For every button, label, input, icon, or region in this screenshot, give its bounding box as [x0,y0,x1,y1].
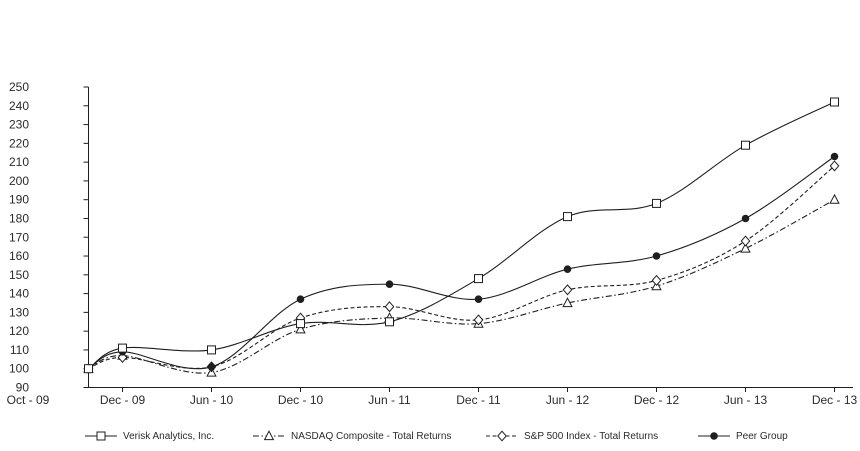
legend-label-peer-group: Peer Group [736,430,788,442]
y-tick-label: 170 [9,230,29,244]
square-open-marker-icon [741,140,750,150]
square-open-marker-icon [96,431,106,441]
diamond-open-marker-icon [117,351,128,363]
y-tick-label: 240 [9,99,29,113]
legend-item-nasdaq: NASDAQ Composite - Total Returns [253,427,451,445]
legend-item-peer-group: Peer Group [698,427,788,445]
triangle-open-marker-icon [295,323,306,334]
square-open-marker-icon [563,212,572,222]
y-tick-label: 100 [9,362,29,376]
square-open-marker-icon [296,319,305,329]
y-tick-label: 110 [10,343,29,357]
series-markers-3 [84,152,839,373]
sp500-line-swatch-icon [486,430,518,442]
series-line-3 [88,156,835,370]
circle-filled-marker-icon [207,363,216,371]
y-tick-label: 130 [9,305,29,319]
diamond-open-marker-icon [740,235,751,247]
total-return-performance-chart: 90 100 110 120 130 140 150 160 170 180 190 200 210 22… [7,80,858,407]
y-tick-label: 210 [9,155,29,169]
x-tick-label: Dec - 10 [278,393,324,407]
square-open-marker-icon [474,274,483,284]
verisk-line-swatch-icon [85,431,117,441]
diamond-open-marker-icon [651,274,662,286]
series-markers-0 [84,97,839,374]
x-tick-label: Jun - 12 [546,393,590,407]
legend-item-verisk: Verisk Analytics, Inc. [85,427,214,445]
triangle-open-marker-icon [829,193,840,204]
series-line-0 [88,101,835,370]
circle-filled-marker-icon [296,295,305,304]
legend-label-nasdaq: NASDAQ Composite - Total Returns [291,430,452,442]
y-tick-label: 140 [9,287,29,301]
x-tick-label: Dec - 11 [456,393,501,407]
performance-line-chart: 90 100 110 120 130 140 150 160 170 180 190 200 210 22… [7,80,858,407]
circle-filled-marker-icon [563,265,572,274]
circle-filled-marker-icon [710,432,718,440]
x-tick-label: Dec - 09 [100,393,146,407]
y-tick-label: 180 [9,211,29,225]
y-tick-label: 250 [9,80,29,94]
diamond-open-marker-icon [473,314,484,326]
circle-filled-marker-icon [741,214,750,223]
nasdaq-line-swatch-icon [253,430,285,441]
diamond-open-marker-icon [497,430,507,442]
triangle-open-marker-icon [263,430,275,441]
y-tick-label: 220 [9,136,29,150]
series-line-2 [88,165,835,370]
triangle-open-marker-icon [562,297,573,308]
diamond-open-marker-icon [562,284,573,296]
x-tick-label: Jun - 11 [368,393,411,407]
y-tick-label: 200 [9,174,29,188]
square-open-marker-icon [118,343,127,353]
x-tick-label: Dec - 12 [634,393,680,407]
series-markers-1 [83,193,840,377]
x-tick-label: Jun - 13 [724,393,768,407]
square-open-marker-icon [207,345,216,355]
legend-label-verisk: Verisk Analytics, Inc. [123,430,215,442]
circle-filled-marker-icon [385,280,394,289]
x-tick-label: Jun - 10 [190,393,234,407]
square-open-marker-icon [84,364,93,374]
x-tick-label: Oct - 09 [7,393,50,407]
circle-filled-marker-icon [830,152,839,161]
diamond-open-marker-icon [829,160,840,172]
chart-legend: Verisk Analytics, Inc. NASDAQ Composite … [0,427,860,447]
triangle-open-marker-icon [740,242,751,253]
circle-filled-marker-icon [652,252,661,260]
peer-group-line-swatch-icon [698,432,730,440]
square-open-marker-icon [385,317,394,327]
y-tick-label: 190 [9,193,29,207]
series-markers-2 [83,160,840,375]
diamond-open-marker-icon [384,301,395,313]
circle-filled-marker-icon [474,295,483,304]
axis-lines [88,87,853,388]
legend-label-sp500: S&P 500 Index - Total Returns [524,430,659,442]
y-tick-label: 160 [9,249,29,263]
square-open-marker-icon [830,97,839,107]
y-tick-label: 90 [16,381,30,395]
x-tick-label: Dec - 13 [812,393,858,407]
y-tick-label: 120 [9,324,29,338]
y-tick-label: 230 [9,118,29,132]
y-tick-label: 150 [9,268,29,282]
series-line-1 [88,199,835,374]
legend-item-sp500: S&P 500 Index - Total Returns [486,427,658,445]
square-open-marker-icon [652,198,661,208]
